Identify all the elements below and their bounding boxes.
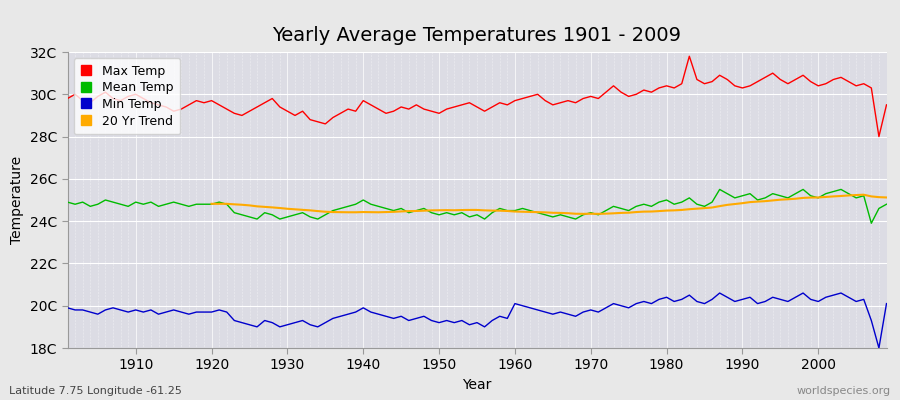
- Min Temp: [881, 301, 892, 306]
- Max Temp: [62, 96, 73, 101]
- 20 Yr Trend: [790, 196, 801, 201]
- Max Temp: [881, 102, 892, 107]
- Max Temp: [684, 54, 695, 59]
- Max Temp: [335, 111, 346, 116]
- Mean Temp: [290, 212, 301, 217]
- Min Temp: [600, 306, 611, 310]
- 20 Yr Trend: [775, 197, 786, 202]
- Mean Temp: [881, 202, 892, 207]
- Mean Temp: [502, 208, 513, 213]
- 20 Yr Trend: [297, 208, 308, 212]
- Line: Mean Temp: Mean Temp: [68, 190, 886, 223]
- 20 Yr Trend: [866, 194, 877, 199]
- 20 Yr Trend: [684, 207, 695, 212]
- Mean Temp: [600, 208, 611, 213]
- Line: 20 Yr Trend: 20 Yr Trend: [212, 195, 886, 214]
- Mean Temp: [509, 208, 520, 213]
- Mean Temp: [866, 221, 877, 226]
- Min Temp: [290, 320, 301, 325]
- Max Temp: [122, 94, 133, 99]
- Min Temp: [509, 301, 520, 306]
- Text: worldspecies.org: worldspecies.org: [796, 386, 891, 396]
- Max Temp: [502, 102, 513, 107]
- Line: Min Temp: Min Temp: [68, 293, 886, 348]
- Min Temp: [874, 346, 885, 350]
- 20 Yr Trend: [411, 208, 422, 213]
- Mean Temp: [335, 206, 346, 211]
- Mean Temp: [122, 204, 133, 209]
- X-axis label: Year: Year: [463, 378, 491, 392]
- Line: Max Temp: Max Temp: [68, 56, 886, 136]
- Max Temp: [874, 134, 885, 139]
- 20 Yr Trend: [578, 212, 589, 216]
- Min Temp: [122, 310, 133, 314]
- 20 Yr Trend: [206, 202, 217, 206]
- Title: Yearly Average Temperatures 1901 - 2009: Yearly Average Temperatures 1901 - 2009: [273, 26, 681, 45]
- Max Temp: [509, 98, 520, 103]
- Min Temp: [335, 314, 346, 319]
- 20 Yr Trend: [881, 195, 892, 200]
- 20 Yr Trend: [859, 192, 869, 197]
- Min Temp: [502, 316, 513, 321]
- Text: Latitude 7.75 Longitude -61.25: Latitude 7.75 Longitude -61.25: [9, 386, 182, 396]
- Y-axis label: Temperature: Temperature: [10, 156, 24, 244]
- Min Temp: [715, 291, 725, 296]
- Mean Temp: [715, 187, 725, 192]
- Max Temp: [290, 113, 301, 118]
- Min Temp: [62, 306, 73, 310]
- Mean Temp: [62, 200, 73, 204]
- Legend: Max Temp, Mean Temp, Min Temp, 20 Yr Trend: Max Temp, Mean Temp, Min Temp, 20 Yr Tre…: [74, 58, 180, 134]
- Max Temp: [600, 90, 611, 94]
